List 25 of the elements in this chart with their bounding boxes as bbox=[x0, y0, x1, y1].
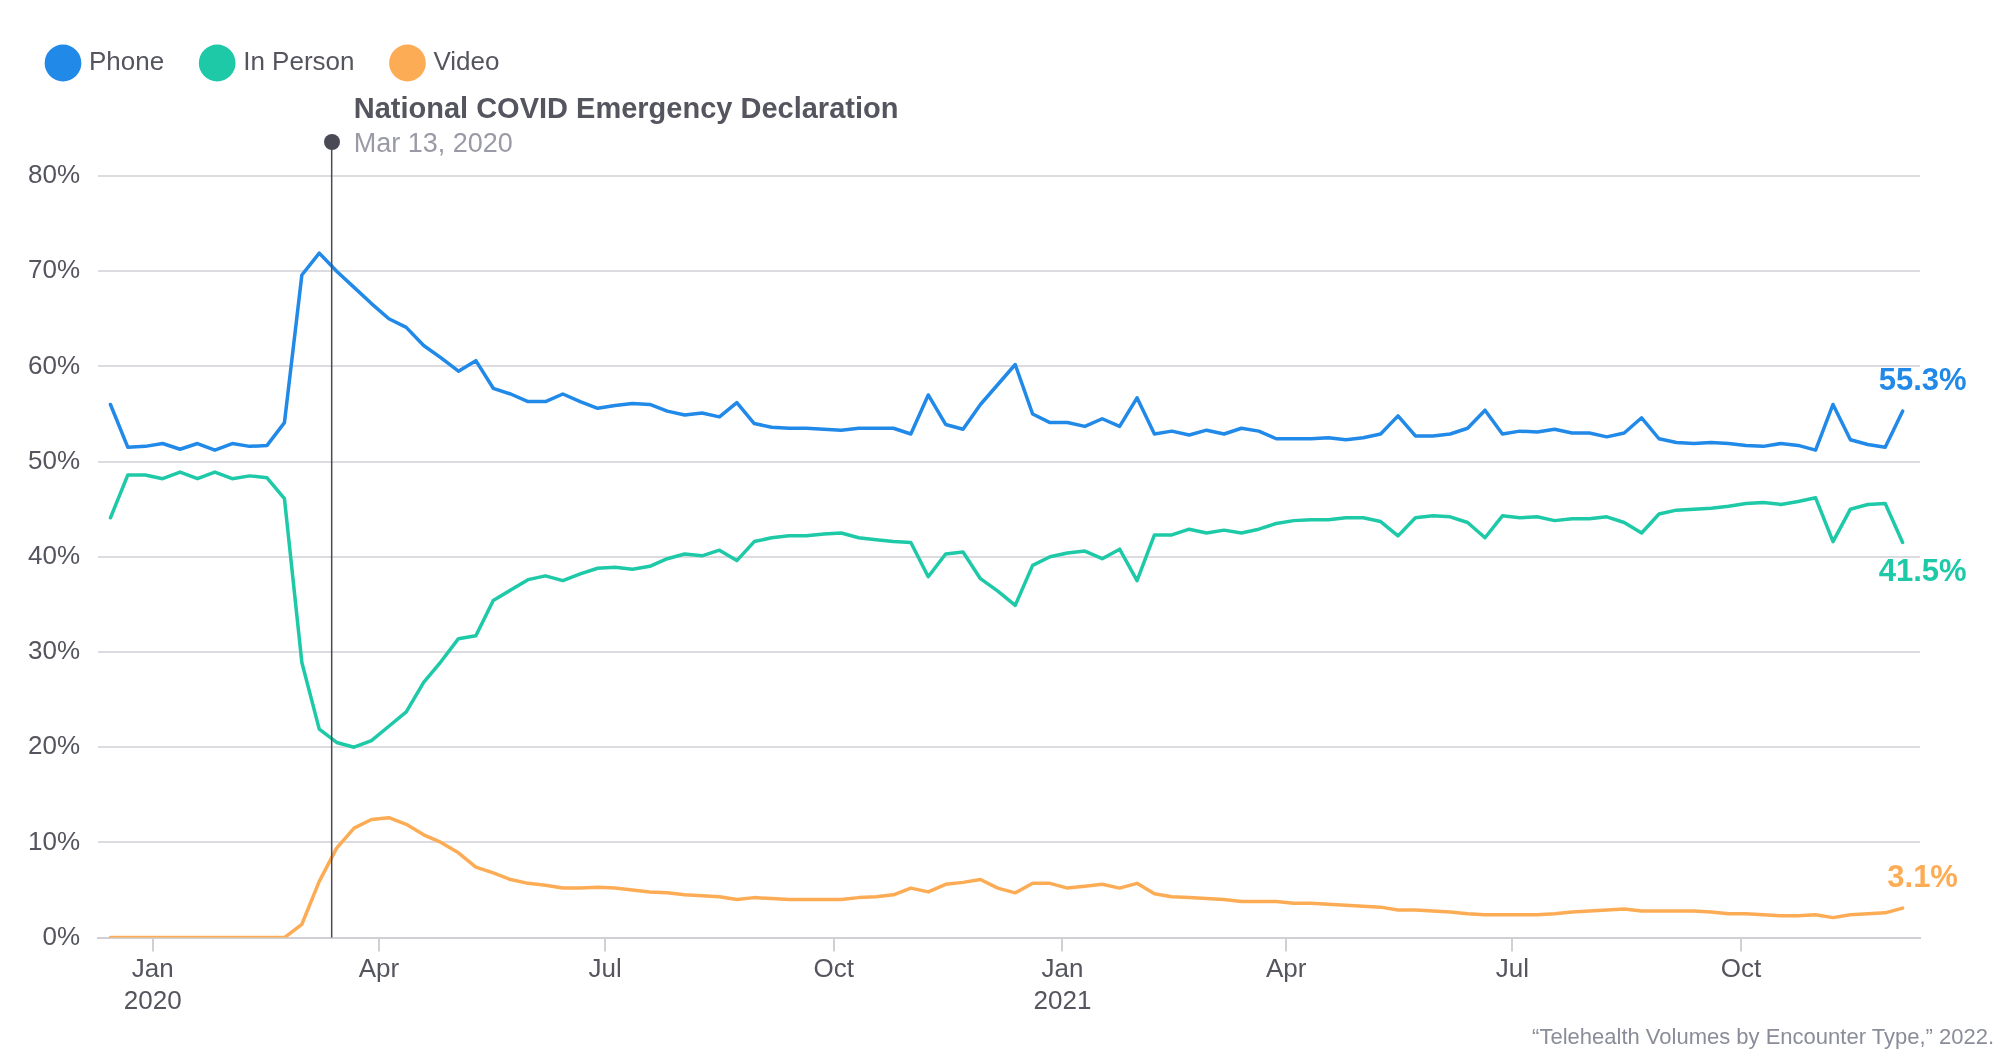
x-tick-label: Jan 2020 bbox=[123, 953, 182, 1015]
data-label: 41.5% bbox=[1878, 552, 1967, 588]
x-tick-label: Apr bbox=[358, 953, 400, 984]
data-label: 55.3% bbox=[1878, 362, 1967, 398]
ref-line-label: National COVID Emergency Declaration Mar 13, 2020 bbox=[353, 92, 899, 158]
y-tick-label: 80% bbox=[27, 159, 81, 190]
x-tick-label: Jul bbox=[588, 953, 622, 984]
legend-label: Video bbox=[433, 46, 500, 77]
x-tick-label: Oct bbox=[1720, 953, 1763, 984]
y-tick-label: 50% bbox=[27, 444, 81, 475]
y-tick-label: 20% bbox=[27, 730, 81, 761]
text: “Telehealth Volumes by Encounter Type,” 2022. bbox=[1532, 1024, 1994, 1050]
y-tick-label: 60% bbox=[27, 349, 81, 380]
legend-label: In Person bbox=[243, 46, 355, 77]
y-tick-label: 0% bbox=[42, 920, 81, 951]
x-tick-label: Oct bbox=[813, 953, 855, 984]
y-tick-label: 40% bbox=[27, 539, 81, 570]
legend-label: Phone bbox=[89, 46, 165, 77]
x-tick-label: Jan 2021 bbox=[1033, 953, 1092, 1015]
x-tick-label: Jul bbox=[1495, 953, 1529, 984]
data-label: 3.1% bbox=[1887, 859, 1958, 895]
x-tick-label: Apr bbox=[1265, 953, 1307, 984]
y-tick-label: 30% bbox=[27, 635, 81, 666]
y-tick-label: 70% bbox=[27, 254, 81, 285]
y-tick-label: 10% bbox=[27, 825, 81, 856]
